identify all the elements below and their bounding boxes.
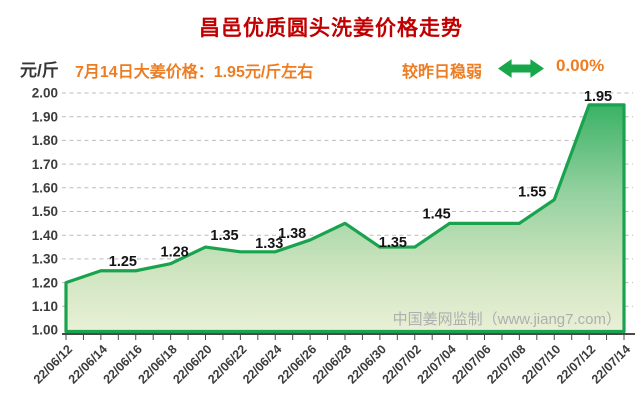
- trend-label: 较昨日稳弱: [402, 64, 483, 81]
- y-axis-tick-label: 1.30: [32, 252, 58, 267]
- x-axis-tick-label: 22/07/14: [589, 342, 633, 386]
- page-title: 昌邑优质圆头洗姜价格走势: [199, 17, 463, 40]
- y-axis-tick-label: 1.00: [32, 323, 58, 338]
- data-point-label: 1.55: [518, 185, 546, 201]
- y-axis-tick-label: 1.60: [32, 181, 58, 196]
- y-axis-tick-label: 1.40: [32, 228, 58, 243]
- y-axis-tick-label: 2.00: [32, 86, 58, 101]
- data-point-label: 1.25: [109, 254, 137, 270]
- data-point-label: 1.38: [278, 226, 306, 242]
- arrow-shape: [498, 59, 544, 78]
- y-axis-tick-label: 1.70: [32, 157, 58, 172]
- y-axis-tick-label: 1.80: [32, 133, 58, 148]
- data-point-label: 1.45: [423, 206, 451, 222]
- trend-change-percent: 0.00%: [556, 56, 605, 75]
- data-point-label: 1.35: [210, 228, 238, 244]
- left-right-arrow-icon: [498, 59, 544, 78]
- data-point-label: 1.28: [161, 245, 189, 261]
- data-point-label: 1.35: [379, 235, 407, 251]
- price-note: 7月14日大姜价格：1.95元/斤左右: [75, 64, 314, 81]
- y-axis-tick-label: 1.90: [32, 109, 58, 124]
- y-axis-tick-label: 1.10: [32, 299, 58, 314]
- data-point-label: 1.33: [255, 236, 283, 252]
- data-point-label: 1.95: [584, 89, 612, 105]
- y-axis-unit-label: 元/斤: [20, 61, 59, 80]
- y-axis-tick-label: 1.20: [32, 275, 58, 290]
- y-axis-tick-label: 1.50: [32, 204, 58, 219]
- watermark: 中国姜网监制（www.jiang7.com）: [393, 311, 621, 328]
- price-area-series: [64, 103, 626, 334]
